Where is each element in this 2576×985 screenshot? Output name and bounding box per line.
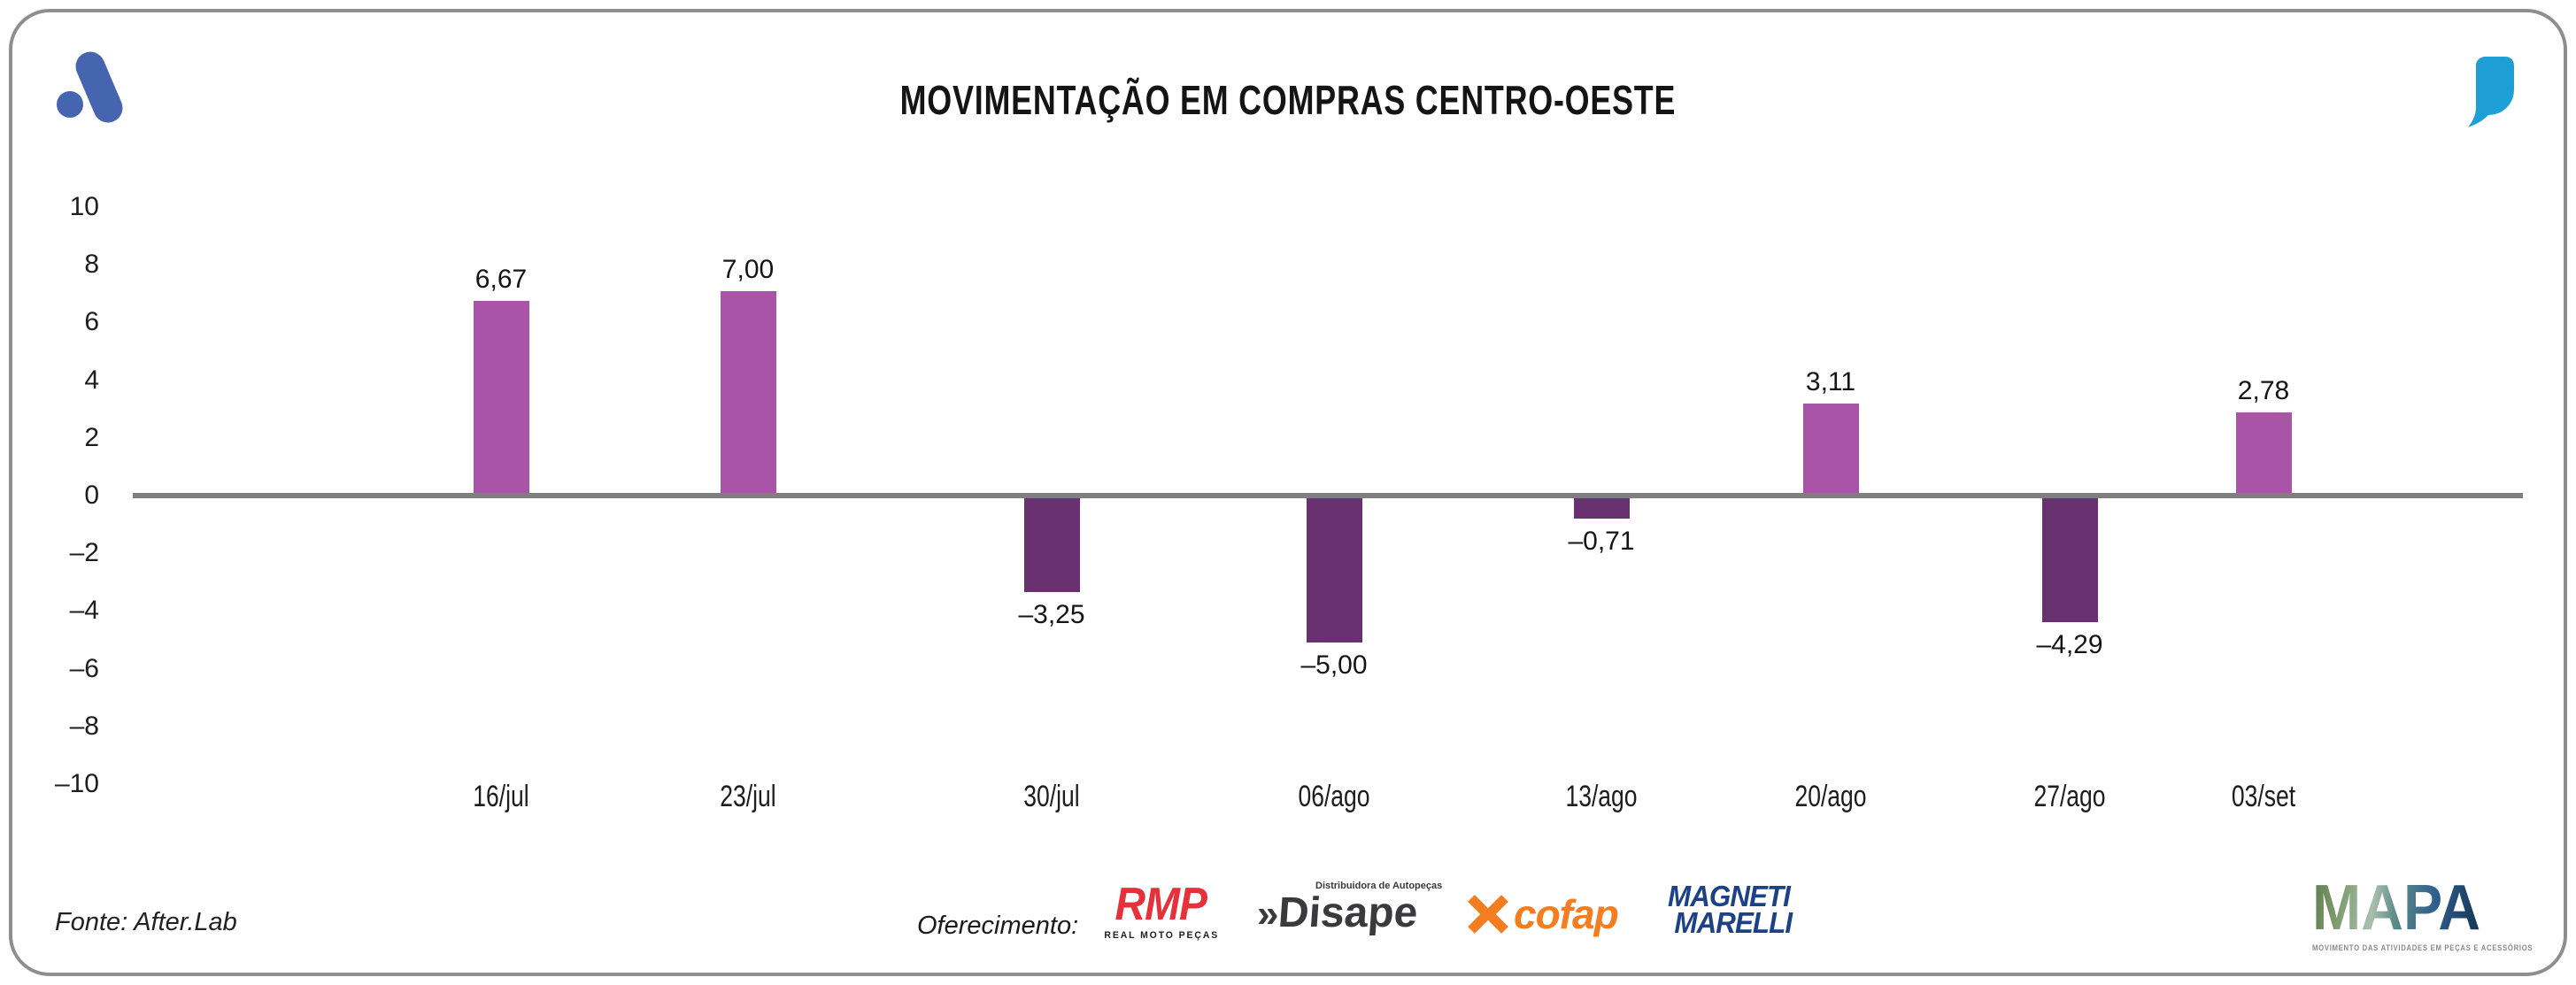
x-tick-label: 27/ago xyxy=(2033,780,2106,813)
mapa-wordmark: MAPA xyxy=(2312,873,2481,943)
y-tick-label: –2 xyxy=(69,538,99,568)
y-tick-label: 0 xyxy=(84,481,99,510)
x-tick-label: 06/ago xyxy=(1298,780,1370,813)
sponsorship-label: Oferecimento: xyxy=(917,912,1079,940)
x-tick-label: 13/ago xyxy=(1565,780,1638,813)
cofap-x-icon xyxy=(1468,895,1508,934)
bar-value-label: 6,67 xyxy=(474,265,528,294)
bar xyxy=(720,291,776,493)
magneti-line2: MARELLI xyxy=(1674,906,1793,939)
bar xyxy=(1023,498,1080,592)
cofap-wordmark: cofap xyxy=(1514,891,1619,937)
disape-wordmark: Disape xyxy=(1276,889,1420,936)
disape-chevrons-icon: » xyxy=(1257,892,1279,935)
y-tick-label: –10 xyxy=(54,769,99,798)
bar-value-label: 3,11 xyxy=(1805,367,1856,396)
y-tick-label: –8 xyxy=(69,711,99,741)
x-tick-label: 30/jul xyxy=(1023,780,1080,813)
y-tick-label: –6 xyxy=(69,653,99,683)
mapa-logo: MAPA MOVIMENTO DAS ATIVIDADES EM PEÇAS E… xyxy=(2312,873,2533,954)
bar xyxy=(1306,498,1362,643)
quote-icon xyxy=(2468,57,2514,127)
magneti-line1: MAGNETI xyxy=(1668,880,1791,912)
y-tick-label: –4 xyxy=(69,596,99,626)
after-lab-logo-icon xyxy=(57,51,123,123)
bar-value-label: –0,71 xyxy=(1568,527,1635,556)
rmp-wordmark: RMP xyxy=(1114,879,1207,930)
sponsor-rmp-logo: RMP REAL MOTO PEÇAS xyxy=(1101,881,1220,942)
bar-value-label: –3,25 xyxy=(1018,600,1085,629)
bar-value-label: 7,00 xyxy=(721,255,775,284)
rmp-caption: REAL MOTO PEÇAS xyxy=(1104,930,1220,941)
y-tick-label: 4 xyxy=(84,365,99,395)
x-tick-label: 16/jul xyxy=(473,780,529,813)
x-tick-label: 23/jul xyxy=(720,780,776,813)
mapa-subtitle: MOVIMENTO DAS ATIVIDADES EM PEÇAS E ACES… xyxy=(2312,943,2534,952)
y-tick-label: 10 xyxy=(69,192,99,221)
bar xyxy=(473,301,529,493)
x-tick-label: 20/ago xyxy=(1794,780,1867,813)
source-note: Fonte: After.Lab xyxy=(55,908,237,936)
y-tick-label: 2 xyxy=(84,422,99,452)
chart-header: MOVIMENTAÇÃO EM COMPRAS CENTRO-OESTE xyxy=(0,76,2576,124)
bar-value-label: 2,78 xyxy=(2237,376,2290,405)
bar xyxy=(1573,498,1630,519)
disape-caption: Distribuidora de Autopeças xyxy=(1315,881,1443,891)
x-axis-line xyxy=(133,493,2523,498)
x-tick-label: 03/set xyxy=(2231,780,2296,813)
bar xyxy=(2041,498,2098,622)
sponsor-magneti-marelli-logo: MAGNETI MARELLI xyxy=(1659,881,1799,937)
y-tick-label: 6 xyxy=(84,307,99,337)
bar-value-label: –5,00 xyxy=(1300,650,1368,680)
chart-title: MOVIMENTAÇÃO EM COMPRAS CENTRO-OESTE xyxy=(899,77,1677,123)
sponsor-cofap-logo: cofap xyxy=(1468,890,1619,938)
bar-value-label: –4,29 xyxy=(2036,630,2103,659)
bar xyxy=(2235,412,2292,493)
y-tick-label: 8 xyxy=(84,250,99,280)
bar xyxy=(1802,404,1859,493)
